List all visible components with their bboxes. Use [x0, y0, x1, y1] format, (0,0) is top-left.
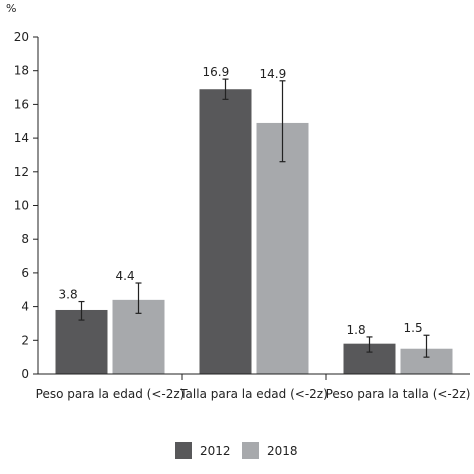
- y-tick-label: 0: [21, 367, 29, 381]
- y-axis: 0 2 4 6 8 10 12 14 16 18 20: [14, 30, 39, 381]
- legend-label: 2018: [267, 444, 298, 458]
- y-tick-label: 18: [14, 64, 29, 78]
- x-category-label: Peso para la edad (<-2z): [36, 387, 185, 401]
- data-label: 1.5: [404, 321, 423, 335]
- legend-label: 2012: [200, 444, 231, 458]
- y-tick-label: 14: [14, 131, 29, 145]
- legend-swatch-2012: [175, 442, 192, 459]
- data-labels-group: 3.8 4.4 16.9 14.9 1.8 1.5: [59, 65, 423, 337]
- data-label: 3.8: [59, 288, 78, 302]
- x-category-label: Peso para la talla (<-2z): [326, 387, 471, 401]
- y-tick-label: 10: [14, 199, 29, 213]
- y-tick-label: 8: [21, 232, 29, 246]
- x-axis: Peso para la edad (<-2z)Talla para la ed…: [36, 373, 471, 401]
- y-tick-label: 2: [21, 333, 29, 347]
- bars-group: [55, 89, 453, 375]
- x-category-label: Talla para la edad (<-2z): [179, 387, 328, 401]
- bar-2018: [256, 122, 309, 374]
- y-tick-label: 16: [14, 97, 29, 111]
- legend-swatch-2018: [242, 442, 259, 459]
- y-tick-label: 6: [21, 266, 29, 280]
- data-label: 14.9: [260, 67, 287, 81]
- y-tick-label: 4: [21, 300, 29, 314]
- data-label: 1.8: [347, 323, 366, 337]
- y-axis-unit-label: %: [6, 2, 16, 15]
- bar-2012: [199, 89, 252, 375]
- y-tick-label: 12: [14, 165, 29, 179]
- y-tick-label: 20: [14, 30, 29, 44]
- legend: 2012 2018: [175, 442, 298, 459]
- error-bars-group: [78, 78, 430, 358]
- data-label: 16.9: [203, 65, 230, 79]
- data-label: 4.4: [116, 269, 135, 283]
